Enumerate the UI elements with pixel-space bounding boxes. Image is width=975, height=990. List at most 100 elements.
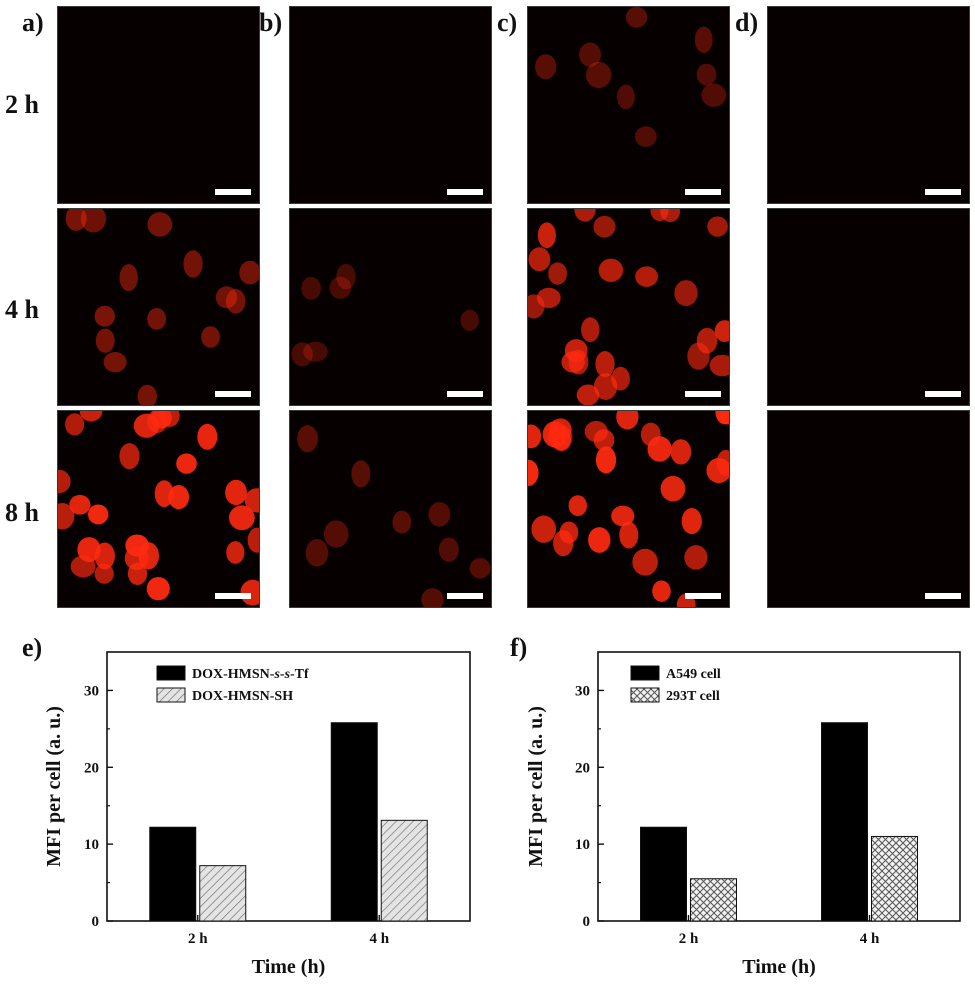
cell-nucleus — [674, 280, 698, 307]
cell-nucleus — [694, 26, 713, 54]
micrograph-a-1 — [57, 6, 260, 204]
cell-nucleus — [137, 384, 158, 405]
cell-nucleus — [428, 502, 451, 527]
cell-nucleus — [579, 42, 602, 67]
chart-e-svg: 0 10 20 30 2 h 4 h Time (h) MFI per cell (a. u.… — [43, 651, 471, 978]
panel-label-a: a) — [22, 8, 44, 37]
cell-nucleus — [585, 61, 612, 89]
cell-nucleus — [201, 326, 220, 348]
scale-bar — [685, 189, 721, 195]
cell-nucleus — [469, 558, 491, 579]
cell-nucleus — [225, 479, 247, 506]
micrograph-cells — [58, 7, 259, 203]
cell-nucleus — [619, 521, 639, 549]
micrograph-cells — [297, 425, 491, 607]
row-label-2h: 2 h — [5, 90, 39, 119]
cell-nucleus — [593, 215, 616, 238]
chart-f: 0 10 20 30 2 h 4 h Time (h) MFI per cell (a. u.… — [490, 640, 975, 985]
scale-bar — [925, 593, 961, 599]
cell-nucleus — [183, 250, 203, 278]
legend-swatch — [630, 665, 660, 681]
micrograph-b-3 — [289, 410, 492, 608]
scale-bar — [215, 391, 251, 397]
cell-nucleus — [660, 475, 686, 502]
bar-series-2 — [380, 819, 428, 922]
micrograph-cells — [291, 263, 479, 367]
scale-bar — [685, 593, 721, 599]
cell-nucleus — [305, 539, 329, 567]
micrograph-a-3 — [57, 410, 260, 608]
x-tick-label: 4 h — [369, 931, 389, 947]
cell-nucleus — [228, 505, 255, 531]
scale-bar — [215, 189, 251, 195]
y-tick-label: 30 — [575, 683, 590, 699]
cell-nucleus — [635, 266, 659, 287]
cell-nucleus — [94, 563, 114, 584]
plot-frame — [597, 651, 961, 922]
cell-nucleus — [154, 480, 174, 508]
cell-nucleus — [684, 545, 708, 570]
cell-nucleus — [88, 504, 109, 525]
cell-nucleus — [611, 505, 635, 527]
chart-f-svg: 0 10 20 30 2 h 4 h Time (h) MFI per cell (a. u.… — [525, 651, 961, 978]
cell-nucleus — [438, 537, 459, 562]
cell-nucleus — [176, 453, 197, 474]
cell-nucleus — [568, 495, 588, 517]
cell-nucleus — [548, 262, 568, 285]
cell-nucleus — [79, 411, 103, 422]
micrograph-a-2 — [57, 208, 260, 406]
micrograph-b-2 — [289, 208, 492, 406]
cell-nucleus — [392, 510, 412, 534]
cell-nucleus — [588, 527, 611, 553]
cell-nucleus — [634, 126, 657, 147]
y-tick-label: 20 — [575, 760, 590, 776]
cell-nucleus — [247, 527, 259, 553]
legend-label: A549 cell — [666, 667, 721, 682]
cell-nucleus — [244, 488, 259, 513]
cell-nucleus — [297, 425, 318, 453]
cell-nucleus — [460, 309, 479, 331]
cell-nucleus — [58, 502, 75, 530]
x-axis-title: Time (h) — [252, 956, 326, 978]
cell-nucleus — [103, 351, 127, 373]
micrograph-cells — [528, 209, 729, 405]
cell-nucleus — [714, 320, 729, 342]
cell-nucleus — [715, 411, 729, 425]
cell-nucleus — [632, 548, 658, 576]
cell-nucleus — [239, 260, 259, 285]
bar-series-2 — [199, 865, 247, 922]
cell-nucleus — [535, 54, 557, 80]
cell-nucleus — [323, 520, 349, 548]
micrograph-d-1 — [767, 6, 970, 204]
micrograph-c-2 — [527, 208, 730, 406]
panel-label-c: c) — [497, 8, 518, 37]
cell-nucleus — [681, 508, 702, 535]
cell-nucleus — [168, 485, 190, 510]
x-tick-label: 2 h — [188, 931, 208, 947]
x-tick-label: 4 h — [860, 931, 880, 947]
cell-nucleus — [65, 413, 85, 436]
cell-nucleus — [336, 263, 356, 290]
cell-nucleus — [119, 264, 138, 292]
cell-nucleus — [593, 373, 618, 400]
cell-nucleus — [94, 542, 115, 570]
cell-nucleus — [652, 580, 671, 602]
cell-nucleus — [564, 339, 588, 363]
cell-nucleus — [581, 317, 600, 343]
scale-bar — [215, 593, 251, 599]
y-tick-label: 0 — [583, 914, 591, 930]
cell-nucleus — [528, 294, 545, 319]
micrograph-cells — [768, 209, 969, 405]
cell-nucleus — [701, 83, 727, 107]
row-label-4h: 4 h — [5, 295, 39, 324]
cell-nucleus — [625, 7, 648, 28]
cell-nucleus — [80, 209, 107, 233]
micrograph-cells — [290, 7, 491, 203]
bar-series-1 — [640, 826, 687, 922]
bar-series-1 — [330, 722, 378, 922]
x-tick-label: 2 h — [679, 931, 699, 947]
scale-bar — [447, 593, 483, 599]
scale-bar — [447, 189, 483, 195]
cell-nucleus — [528, 424, 542, 449]
legend-swatch — [630, 687, 660, 703]
